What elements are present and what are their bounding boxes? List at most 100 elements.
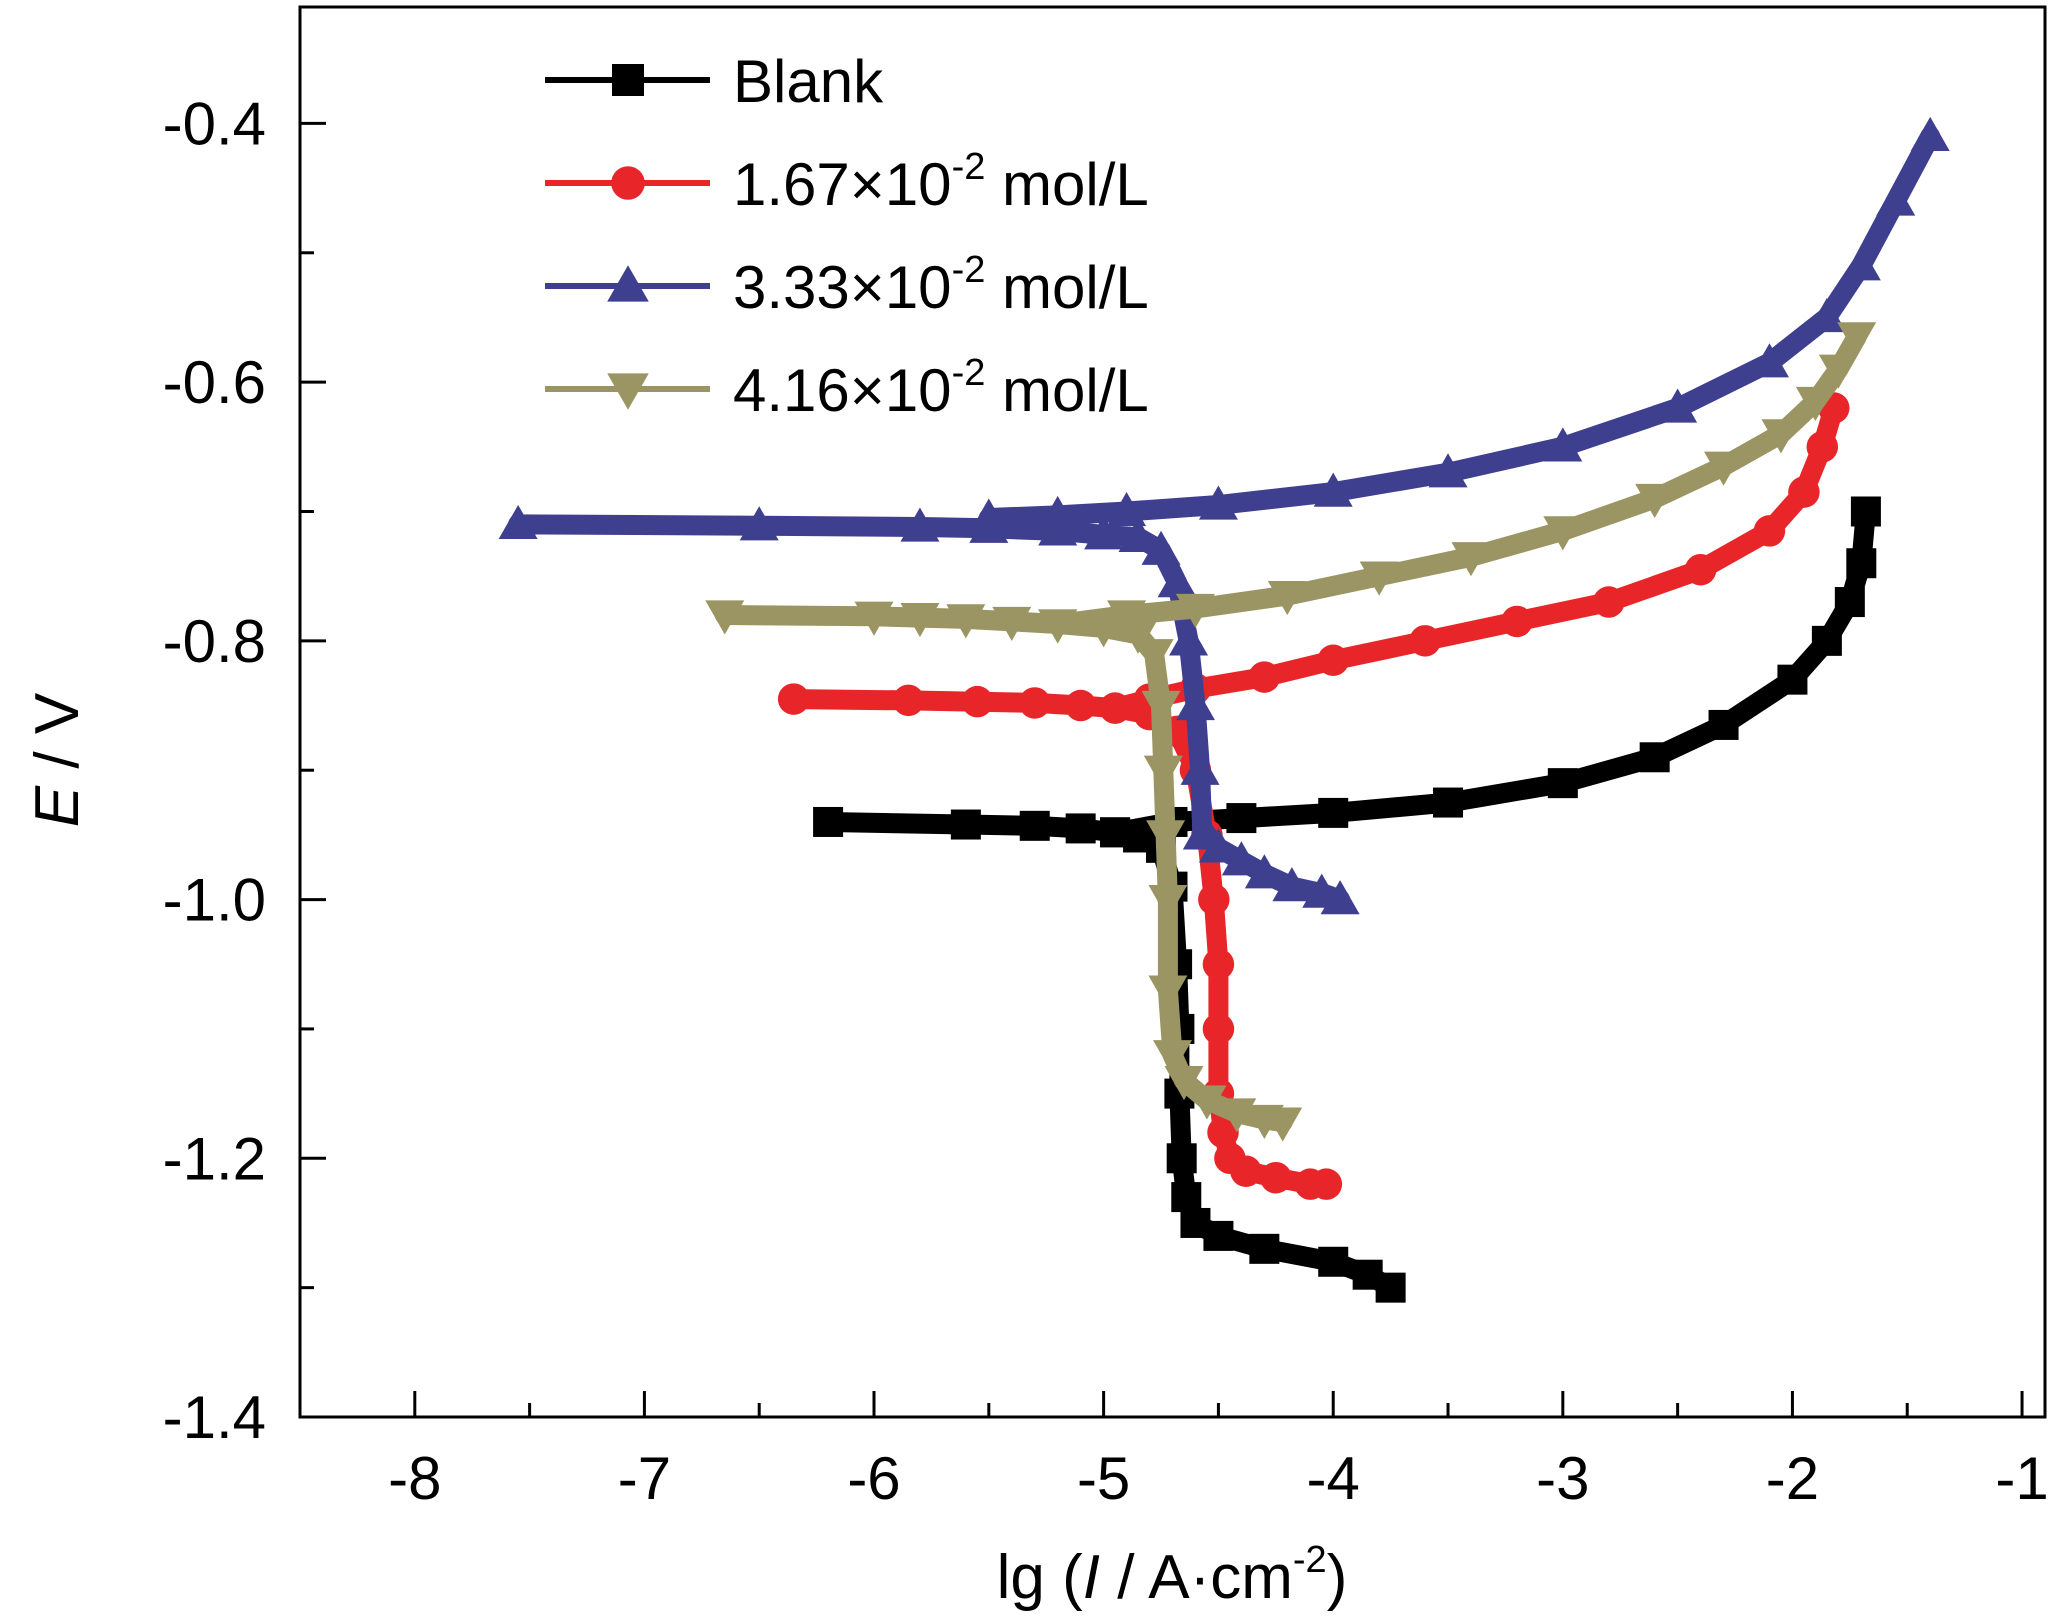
legend-label-sup: -2	[952, 146, 986, 188]
series-1-point	[1202, 948, 1235, 980]
x-tick-label: -4	[1307, 1445, 1360, 1512]
legend-entry: 1.67×10-2 mol/L	[545, 146, 1149, 218]
legend-label: Blank	[733, 48, 884, 115]
y-tick-label: -1.2	[163, 1125, 266, 1192]
y-axis-ticks: -1.4 -1.2 -1.0 -0.8 -0.6 -0.4	[163, 90, 326, 1451]
series-3-point	[1107, 600, 1147, 635]
legend: Blank 1.67×10-2 mol/L 3.33×10-2 mol/L 4.16×…	[545, 48, 1149, 424]
x-tick-label: -2	[1766, 1445, 1819, 1512]
series-2-point	[1107, 491, 1147, 527]
series-1-point	[1198, 883, 1230, 916]
series-3-point	[1175, 593, 1215, 629]
series-1-point	[1018, 687, 1051, 719]
series-2-point	[1118, 517, 1158, 552]
series-1-point	[1099, 692, 1131, 724]
legend-swatch-marker	[611, 166, 645, 200]
series-0-point	[1777, 664, 1808, 695]
series-group	[498, 116, 1950, 1303]
series-3-point	[854, 601, 894, 636]
series-2-point	[1157, 563, 1197, 598]
series-3-point	[1267, 580, 1307, 616]
series-2-point	[1807, 297, 1847, 333]
series-1-point	[1248, 661, 1281, 693]
series-3-point	[1451, 542, 1491, 577]
series-3-point	[1038, 609, 1078, 644]
series-1	[777, 392, 1850, 1200]
series-2-point	[1658, 388, 1698, 423]
series-0-point	[1811, 625, 1842, 656]
y-tick-label: -0.8	[163, 608, 266, 675]
legend-label-unit: mol/L	[985, 254, 1148, 321]
y-tick-label: -0.4	[163, 90, 266, 157]
series-3-point	[1359, 561, 1399, 596]
x-tick-label: -1	[1995, 1445, 2048, 1512]
series-3-point	[1164, 1066, 1204, 1101]
y-tick-label: -1.0	[163, 867, 266, 934]
series-2-point	[900, 507, 940, 542]
legend-swatch-marker	[607, 373, 649, 410]
series-2-point	[1038, 495, 1078, 531]
series-1-point	[1207, 1116, 1239, 1149]
series-3-point	[1263, 1107, 1303, 1142]
series-2-point	[1876, 181, 1916, 216]
series-0-point	[1171, 1182, 1202, 1213]
series-3-point	[1146, 820, 1186, 855]
series-3-point	[1818, 354, 1858, 389]
series-0-point	[1547, 768, 1578, 799]
series-1-point	[1409, 625, 1441, 657]
series-0-point	[1249, 1233, 1280, 1264]
series-2-point	[1198, 485, 1238, 520]
series-1-point	[1806, 431, 1839, 463]
series-1-point	[1684, 553, 1717, 586]
legend-label-main: 4.16×10	[733, 357, 952, 424]
series-3-point	[900, 602, 940, 638]
series-2-point	[1221, 841, 1261, 876]
x-axis-title: lg (I / A·cm-2)	[997, 1539, 1348, 1612]
series-3-point	[1148, 975, 1188, 1010]
series-3-point	[1761, 419, 1801, 454]
series-3-point	[1153, 1040, 1192, 1075]
x-axis-ticks: -8 -7 -6 -5 -4 -3 -2 -1	[388, 1391, 2049, 1512]
series-1-point	[1501, 605, 1533, 638]
series-2-point	[969, 498, 1009, 533]
series-2-point	[1910, 116, 1950, 151]
series-2-point	[1543, 427, 1583, 462]
series-2	[498, 116, 1950, 915]
x-tick-label: -3	[1536, 1445, 1589, 1512]
series-2-point	[1084, 515, 1124, 550]
series-0-point	[1318, 797, 1349, 828]
series-3-point	[1704, 451, 1744, 486]
x-tick-label: -8	[388, 1445, 441, 1512]
series-3-point	[1134, 639, 1174, 674]
legend-label-sup: -2	[952, 352, 986, 394]
x-tick-label: -7	[618, 1445, 671, 1512]
series-1-point	[1202, 1013, 1235, 1045]
series-2-point	[498, 504, 538, 540]
series-3	[705, 322, 1877, 1142]
series-1-point	[1064, 689, 1097, 722]
x-tick-label: -6	[847, 1445, 900, 1512]
legend-label: 3.33×10-2 mol/L	[733, 249, 1149, 321]
series-0-point	[950, 809, 981, 840]
series-1-point	[961, 685, 994, 718]
series-3-point	[946, 604, 986, 639]
series-3-point	[992, 606, 1032, 641]
series-2-point	[1180, 750, 1220, 785]
x-tick-label: -5	[1077, 1445, 1130, 1512]
series-1-point	[1753, 515, 1786, 547]
series-3-point	[1795, 386, 1835, 422]
series-1-point	[892, 684, 925, 717]
series-2-point	[1175, 686, 1215, 721]
series-2-point	[1198, 828, 1238, 863]
legend-label-sup: -2	[952, 249, 986, 291]
series-0-point	[1834, 587, 1865, 618]
legend-label: 1.67×10-2 mol/L	[733, 146, 1149, 218]
series-1-point	[1317, 644, 1349, 677]
series-0-point	[1846, 548, 1877, 579]
series-2-point	[1841, 246, 1881, 281]
series-3-point	[1187, 1085, 1227, 1120]
series-2-point	[739, 506, 779, 541]
series-0-point	[1100, 817, 1131, 848]
series-0-point	[1203, 1220, 1234, 1251]
